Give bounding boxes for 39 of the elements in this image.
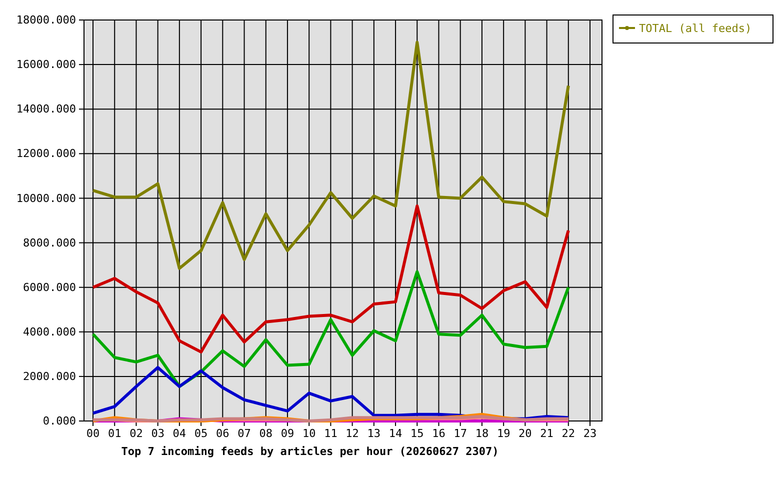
line-series: [92, 204, 570, 354]
x-tick-label: 19: [496, 426, 510, 440]
x-tick-label: 12: [346, 426, 359, 440]
y-tick-label: 16000.000: [16, 58, 76, 72]
x-tick-label: 14: [388, 426, 403, 440]
y-tick-label: 6000.000: [23, 280, 76, 294]
x-tick-label: 10: [302, 426, 316, 440]
x-tick-label: 22: [562, 426, 576, 440]
x-tick-label: 01: [108, 426, 122, 440]
y-tick-label: 0.000: [42, 414, 76, 428]
x-tick-label: 15: [410, 426, 424, 440]
x-tick-label: 16: [432, 426, 446, 440]
x-tick-label: 08: [259, 426, 272, 440]
y-tick-label: 2000.000: [23, 370, 76, 383]
y-tick-label: 4000.000: [23, 325, 76, 338]
x-tick-label: 05: [194, 426, 208, 440]
y-tick-label: 10000.000: [16, 192, 76, 205]
x-tick-label: 18: [475, 426, 489, 440]
y-tick-label: 12000.000: [16, 147, 76, 160]
x-tick-label: 13: [367, 426, 381, 440]
x-tick-label: 17: [454, 426, 467, 440]
x-tick-label: 04: [172, 426, 186, 440]
line-series: [92, 270, 570, 388]
x-tick-label: 06: [216, 426, 230, 440]
x-tick-label: 23: [583, 426, 597, 440]
x-tick-label: 20: [518, 426, 532, 440]
y-tick-label: 8000.000: [23, 236, 76, 250]
x-tick-label: 21: [540, 426, 554, 440]
x-tick-label: 11: [324, 426, 338, 440]
line-series: [92, 40, 570, 270]
x-tick-label: 09: [280, 426, 294, 440]
y-tick-label: 18000.000: [16, 14, 76, 27]
x-tick-label: 02: [130, 426, 143, 440]
x-tick-label: 07: [238, 426, 251, 440]
y-tick-label: 14000.000: [16, 102, 76, 116]
legend-label: TOTAL (all feeds): [639, 22, 752, 35]
x-tick-label: 03: [151, 426, 164, 440]
text: Top 7 incoming feeds by articles per hour (20260627 2307): [121, 445, 499, 458]
x-tick-label: 00: [86, 426, 100, 440]
